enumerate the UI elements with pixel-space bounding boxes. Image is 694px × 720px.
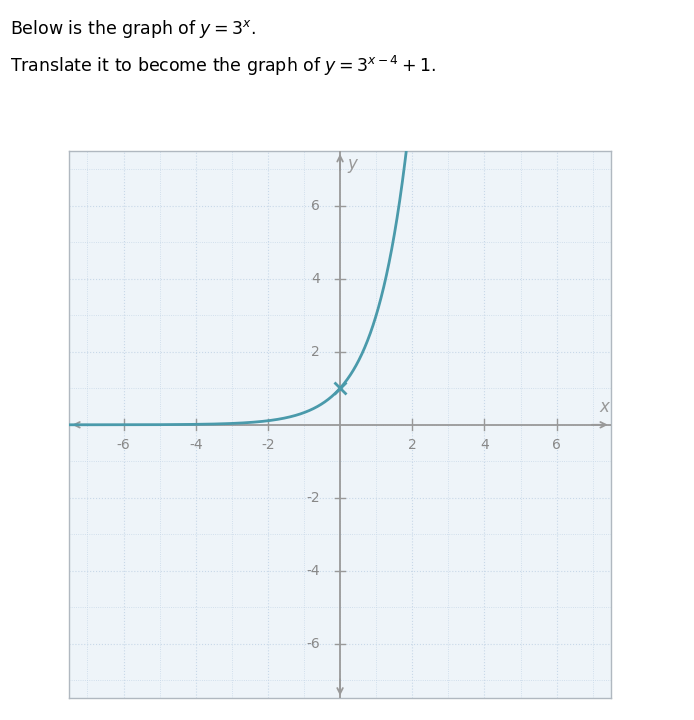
Text: x: x [599, 397, 609, 415]
Text: 2: 2 [408, 438, 416, 452]
Text: 4: 4 [312, 272, 320, 286]
Text: Translate it to become the graph of $y = 3^{x-4} + 1$.: Translate it to become the graph of $y =… [10, 54, 437, 78]
Text: -4: -4 [189, 438, 203, 452]
Text: 6: 6 [552, 438, 561, 452]
Text: y: y [348, 155, 357, 173]
Text: 4: 4 [480, 438, 489, 452]
Text: -2: -2 [307, 491, 320, 505]
Text: 2: 2 [312, 345, 320, 359]
Text: -2: -2 [261, 438, 275, 452]
Text: -6: -6 [307, 636, 320, 651]
Text: -4: -4 [307, 564, 320, 577]
Text: 6: 6 [312, 199, 320, 213]
Text: Below is the graph of $y = 3^x$.: Below is the graph of $y = 3^x$. [10, 18, 257, 40]
Text: -6: -6 [117, 438, 130, 452]
